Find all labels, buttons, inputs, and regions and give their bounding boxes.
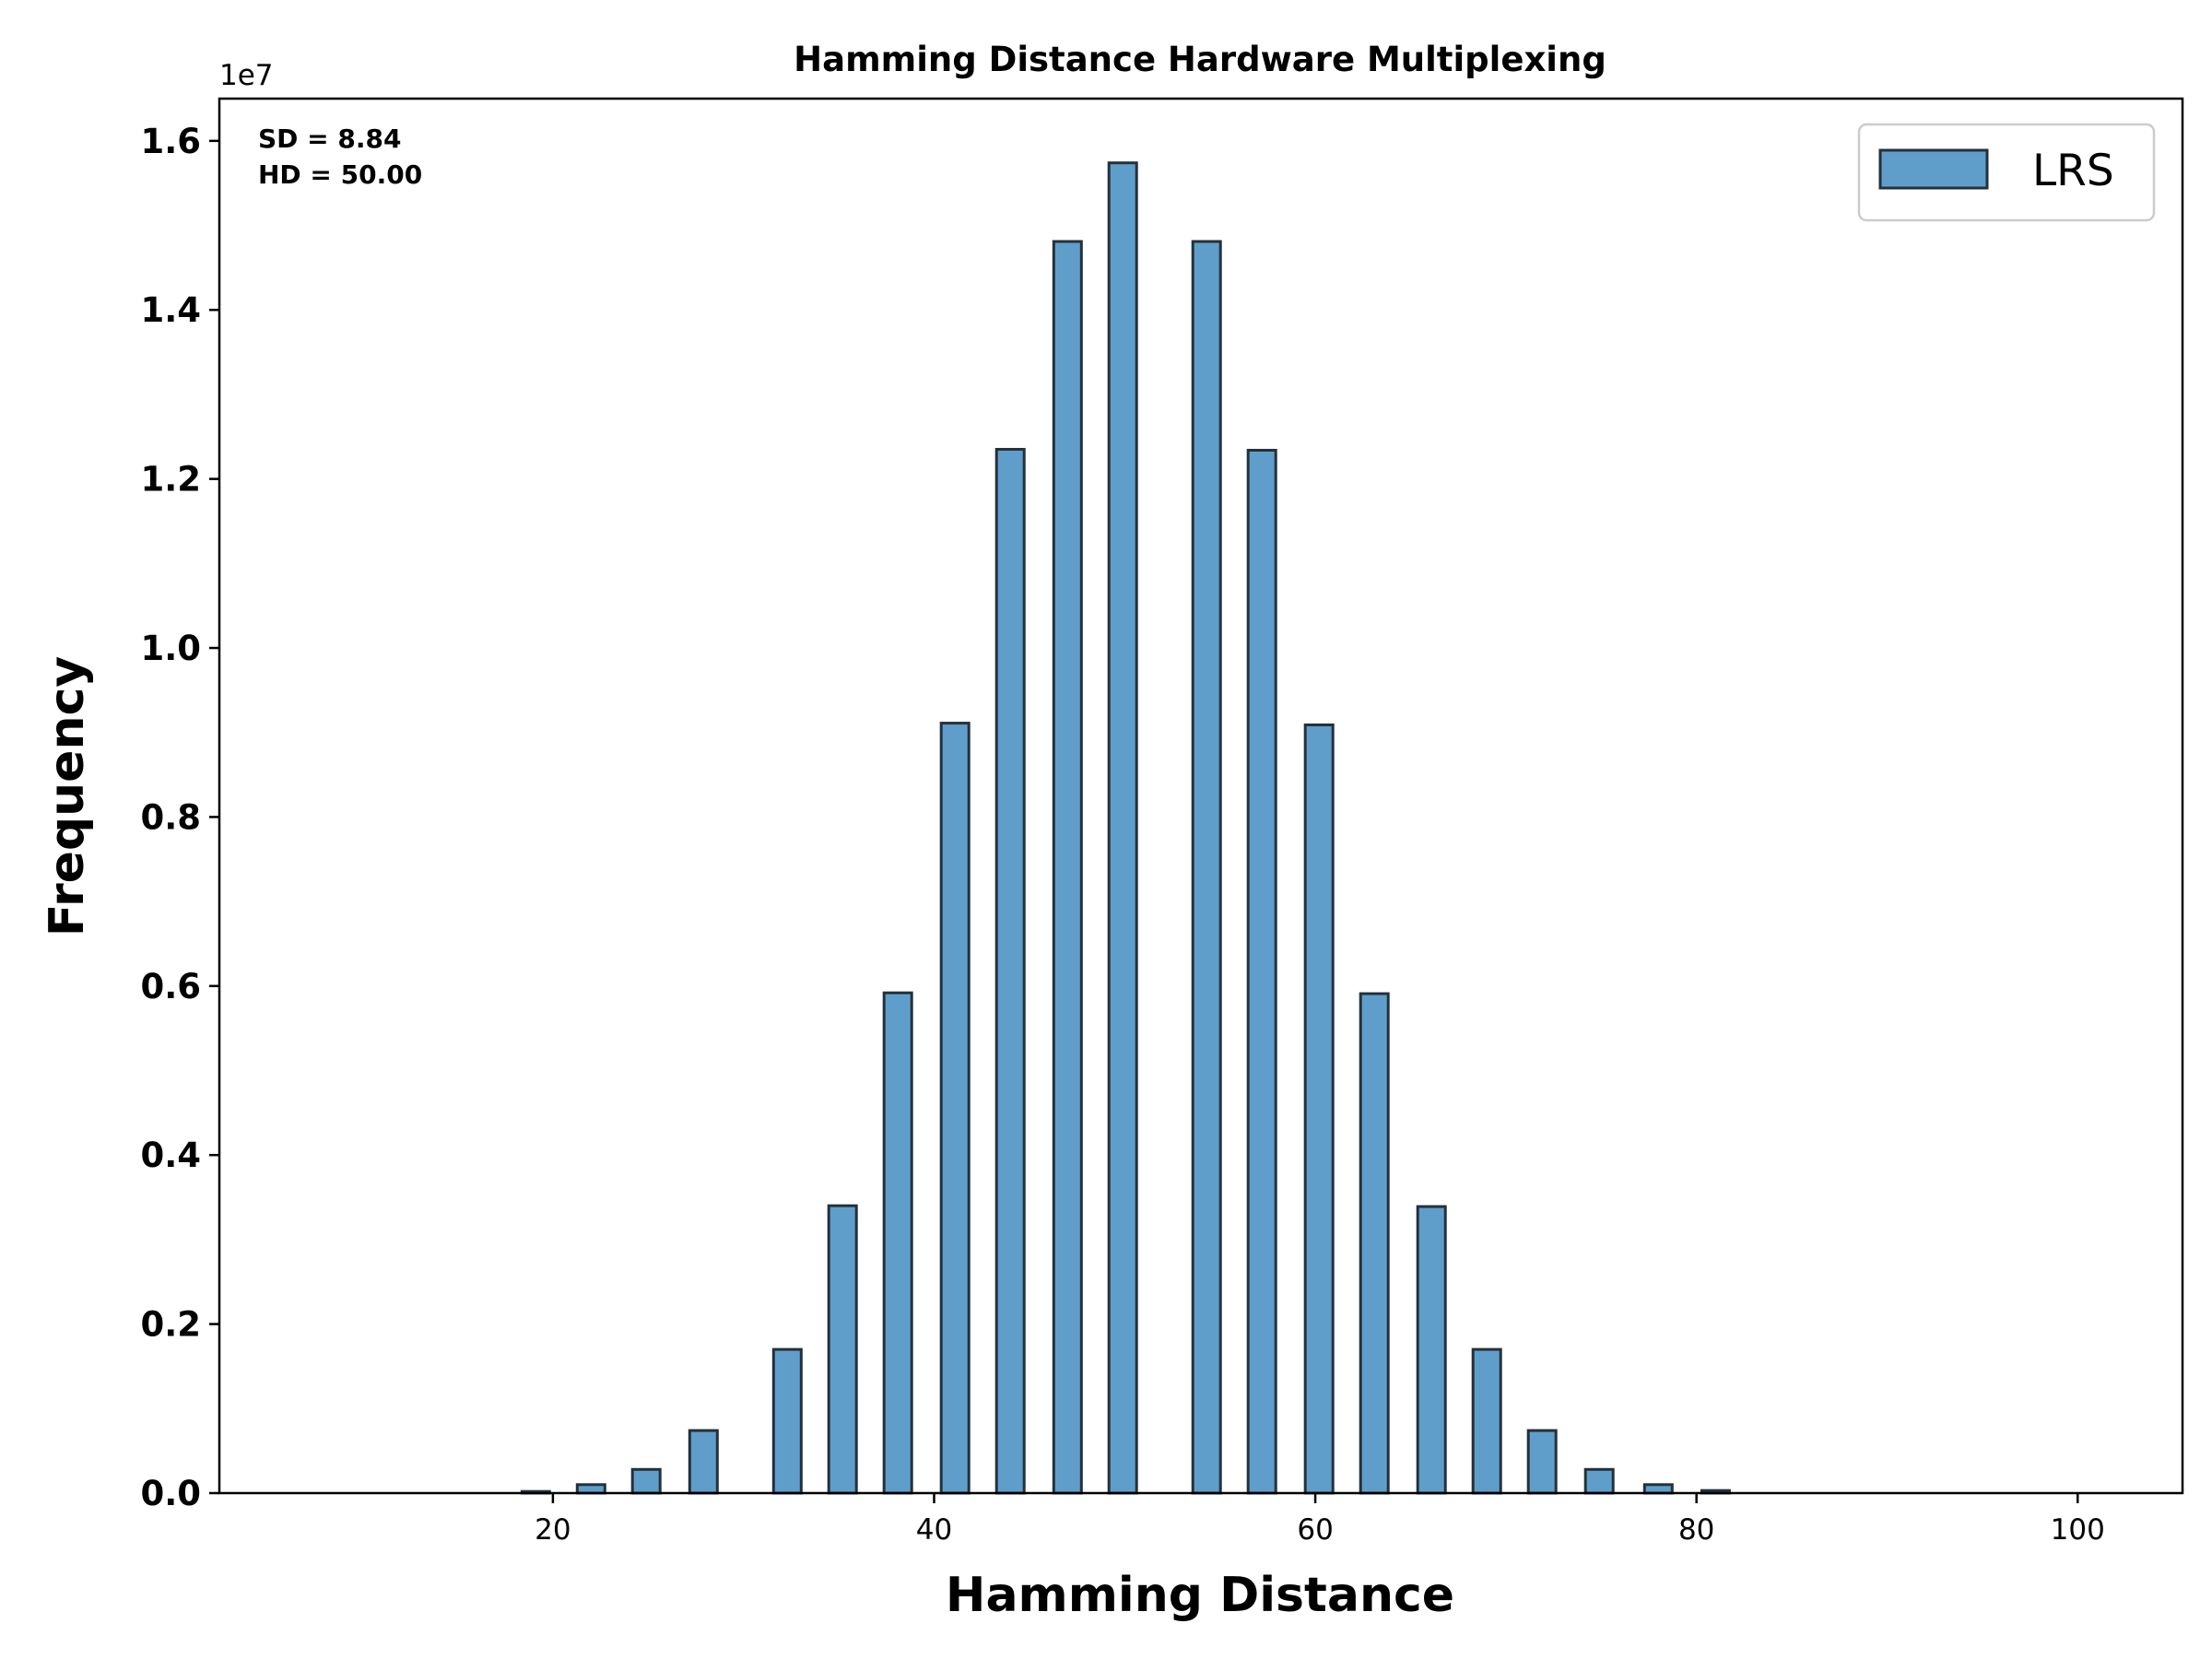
x-tick-label: 20 (535, 1513, 571, 1547)
plot-area (218, 97, 2184, 1495)
y-tick-label: 1.4 (140, 290, 201, 330)
histogram-bar (882, 991, 913, 1495)
y-tick-label: 0.2 (140, 1305, 201, 1345)
histogram-bar (688, 1429, 719, 1495)
y-offset-label: 1e7 (219, 59, 274, 92)
histogram-bar (630, 1467, 662, 1495)
legend-label-lrs: LRS (2032, 146, 2114, 196)
histogram-bar (939, 722, 971, 1495)
histogram-bar (771, 1347, 803, 1495)
y-tick-label: 0.0 (140, 1474, 201, 1513)
legend-swatch (1878, 148, 1989, 190)
x-tick-label: 80 (1678, 1513, 1714, 1547)
sd-annotation: SD = 8.84 (258, 124, 401, 154)
y-tick-label: 0.6 (140, 967, 201, 1006)
x-tick-label: 60 (1297, 1513, 1333, 1547)
legend-box (1857, 123, 2156, 222)
y-tick-label: 0.8 (140, 797, 201, 837)
histogram-bar (1107, 161, 1138, 1495)
histogram-bar (1191, 240, 1222, 1495)
y-tick-label: 1.6 (140, 122, 201, 161)
histogram-bar (1583, 1467, 1615, 1495)
y-tick-label: 1.0 (140, 629, 201, 668)
bars (520, 161, 1731, 1495)
x-axis-label: Hamming Distance (946, 1568, 1454, 1623)
x-tick-label: 40 (916, 1513, 952, 1547)
y-tick-label: 1.2 (140, 460, 201, 500)
histogram-bar (1642, 1483, 1674, 1495)
y-axis-label: Frequency (40, 656, 95, 936)
x-axis-ticks: 20 40 60 80 100 (535, 1493, 2105, 1547)
histogram-bar (1416, 1205, 1447, 1495)
stats-annotation: SD = 8.84 HD = 50.00 (258, 124, 422, 190)
y-axis-ticks: 0.0 0.2 0.4 0.6 0.8 1.0 1.2 1.4 1.6 (140, 122, 219, 1513)
histogram-bar (827, 1204, 858, 1495)
histogram-bar (994, 448, 1026, 1495)
x-tick-label: 100 (2051, 1513, 2105, 1547)
legend: LRS (1857, 123, 2156, 222)
chart-title: Hamming Distance Hardware Multiplexing (794, 40, 1606, 79)
histogram-bar (1052, 240, 1083, 1495)
histogram-bar (1303, 724, 1335, 1495)
histogram-bar (1526, 1429, 1558, 1495)
plot-frame (218, 97, 2184, 1495)
histogram-bar (1471, 1347, 1502, 1495)
histogram-bar (1246, 449, 1277, 1495)
y-tick-label: 0.4 (140, 1135, 201, 1175)
hd-annotation: HD = 50.00 (258, 159, 422, 190)
histogram-bar (1359, 992, 1390, 1495)
histogram-bar (575, 1483, 606, 1495)
